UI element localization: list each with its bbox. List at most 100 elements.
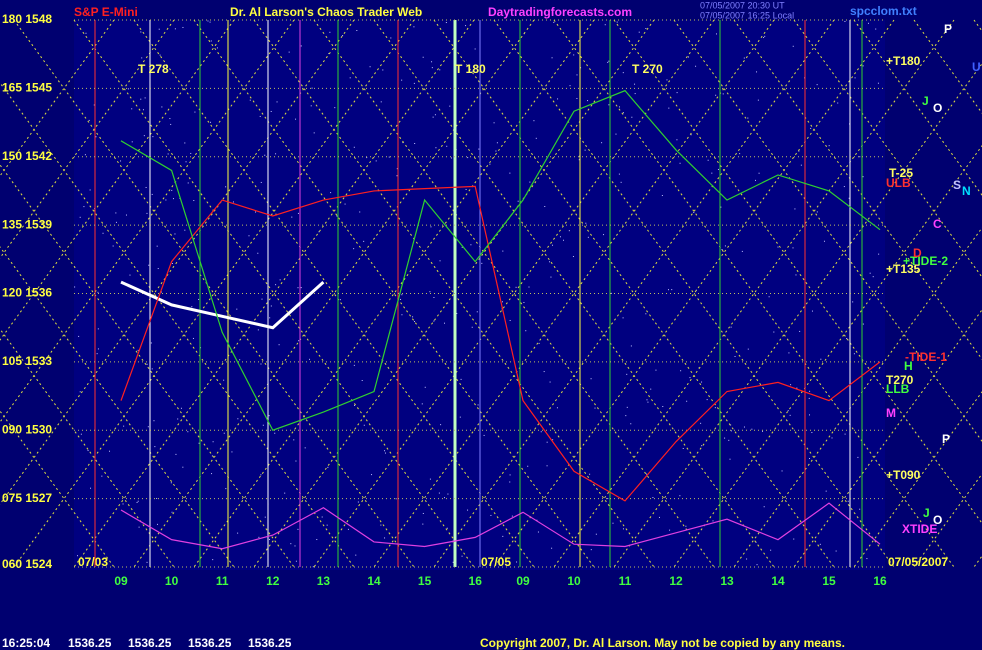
- star-dot: [755, 541, 757, 543]
- star-dot: [811, 432, 813, 434]
- star-dot: [630, 423, 632, 425]
- star-dot: [730, 326, 732, 328]
- star-dot: [131, 108, 133, 110]
- star-dot: [336, 215, 338, 217]
- star-dot: [724, 245, 726, 247]
- star-dot: [525, 330, 527, 332]
- star-dot: [490, 514, 492, 516]
- star-dot: [311, 87, 313, 89]
- star-dot: [615, 133, 617, 135]
- star-dot: [349, 77, 351, 79]
- star-dot: [125, 214, 127, 216]
- star-dot: [260, 474, 262, 476]
- star-dot: [685, 525, 687, 527]
- star-dot: [688, 56, 690, 58]
- star-dot: [414, 321, 416, 323]
- star-dot: [580, 67, 582, 69]
- star-dot: [344, 203, 346, 205]
- star-dot: [796, 387, 798, 389]
- star-dot: [590, 378, 592, 380]
- star-dot: [422, 56, 424, 58]
- star-dot: [160, 291, 162, 293]
- star-dot: [451, 157, 453, 159]
- star-dot: [175, 453, 177, 455]
- star-dot: [433, 296, 435, 298]
- star-dot: [701, 445, 703, 447]
- star-dot: [211, 473, 213, 475]
- star-dot: [294, 545, 296, 547]
- star-dot: [601, 142, 603, 144]
- star-dot: [693, 211, 695, 213]
- star-dot: [371, 474, 373, 476]
- star-dot: [843, 186, 845, 188]
- star-dot: [439, 69, 441, 71]
- star-dot: [820, 358, 822, 360]
- star-dot: [516, 561, 518, 563]
- star-dot: [798, 150, 800, 152]
- star-dot: [449, 105, 451, 107]
- x-tick-label: 10: [567, 574, 581, 588]
- star-dot: [269, 538, 271, 540]
- star-dot: [187, 431, 189, 433]
- star-dot: [129, 274, 131, 276]
- star-dot: [528, 286, 530, 288]
- star-dot: [622, 72, 624, 74]
- star-dot: [84, 154, 86, 156]
- star-dot: [212, 559, 214, 561]
- star-dot: [424, 386, 426, 388]
- star-dot: [193, 200, 195, 202]
- star-dot: [666, 79, 668, 81]
- star-dot: [550, 276, 552, 278]
- star-dot: [483, 434, 485, 436]
- star-dot: [799, 330, 801, 332]
- star-dot: [150, 342, 152, 344]
- star-dot: [380, 101, 382, 103]
- star-dot: [493, 122, 495, 124]
- annotation: D: [913, 246, 922, 260]
- x-tick-label: 11: [619, 574, 632, 588]
- star-dot: [182, 415, 184, 417]
- star-dot: [276, 101, 278, 103]
- star-dot: [700, 422, 702, 424]
- star-dot: [154, 446, 156, 448]
- star-dot: [89, 189, 91, 191]
- star-dot: [527, 465, 529, 467]
- star-dot: [200, 347, 202, 349]
- star-dot: [363, 424, 365, 426]
- star-dot: [79, 391, 81, 393]
- star-dot: [620, 181, 622, 183]
- star-dot: [431, 61, 433, 63]
- star-dot: [857, 456, 859, 458]
- star-dot: [556, 407, 558, 409]
- star-dot: [781, 470, 783, 472]
- star-dot: [852, 301, 854, 303]
- star-dot: [192, 337, 194, 339]
- star-dot: [608, 60, 610, 62]
- x-tick-label: 16: [873, 574, 887, 588]
- star-dot: [758, 172, 760, 174]
- star-dot: [679, 495, 681, 497]
- star-dot: [300, 45, 302, 47]
- star-dot: [293, 439, 295, 441]
- star-dot: [533, 120, 535, 122]
- star-dot: [384, 537, 386, 539]
- y-tick-label: 075 1527: [2, 491, 52, 505]
- star-dot: [145, 186, 147, 188]
- star-dot: [489, 163, 491, 165]
- star-dot: [261, 298, 263, 300]
- star-dot: [544, 205, 546, 207]
- star-dot: [787, 410, 789, 412]
- star-dot: [816, 84, 818, 86]
- star-dot: [146, 212, 148, 214]
- star-dot: [445, 22, 447, 24]
- star-dot: [618, 173, 620, 175]
- star-dot: [210, 40, 212, 42]
- x-tick-label: 12: [266, 574, 280, 588]
- star-dot: [671, 289, 673, 291]
- star-dot: [477, 404, 479, 406]
- x-tick-label: 16: [469, 574, 483, 588]
- x-tick-label: 12: [669, 574, 683, 588]
- star-dot: [88, 119, 90, 121]
- star-dot: [300, 287, 302, 289]
